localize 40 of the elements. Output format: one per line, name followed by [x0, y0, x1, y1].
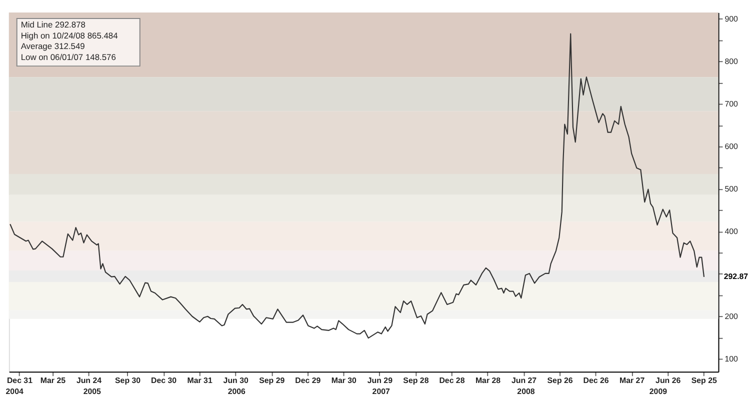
x-tick-label: Mar 28	[475, 376, 502, 386]
x-tick-label: Dec 30	[151, 376, 178, 386]
x-tick-label: Sep 26	[547, 376, 574, 386]
y-tick-label: 900	[724, 14, 739, 24]
x2-tick-label: 2008	[517, 386, 536, 396]
x-tick-label: Dec 29	[295, 376, 322, 386]
y-tick-label: 800	[724, 56, 739, 66]
x-tick-label: Sep 28	[403, 376, 430, 386]
y-tick-label: 100	[724, 354, 739, 364]
x-tick-label: Mar 25	[40, 376, 66, 386]
x-tick-label: Jun 26	[656, 376, 682, 386]
x2-tick-label: 2007	[372, 386, 391, 396]
annotation: 292.87	[724, 272, 749, 281]
x2-tick-label: 2005	[83, 386, 102, 396]
annotation: Low on 06/01/07 148.576	[20, 52, 116, 62]
x-tick-label: Dec 28	[439, 376, 466, 386]
x-tick-label: Sep 30	[115, 376, 142, 386]
x-tick-label: Mar 27	[620, 376, 646, 386]
annotation: Mid Line 292.878	[20, 19, 86, 30]
x-tick-label: Sep 29	[259, 376, 286, 386]
x-tick-label: Jun 24	[76, 376, 102, 386]
x-tick-label: Mar 31	[187, 376, 213, 386]
line-series	[10, 33, 705, 339]
x-tick-label: Dec 31	[6, 376, 34, 386]
x-tick-label: Dec 26	[583, 376, 610, 386]
x-tick-label: Mar 30	[331, 376, 358, 386]
x-tick-label: Sep 25	[691, 376, 718, 386]
x2-tick-label: 2009	[649, 386, 668, 396]
annotation: High on 10/24/08 865.484	[20, 30, 118, 40]
x-tick-label: Jun 27	[511, 376, 538, 386]
y-tick-label: 400	[724, 226, 739, 236]
y-tick-label: 200	[724, 312, 739, 321]
x2-tick-label: 2004	[6, 386, 24, 396]
x2-tick-label: 2006	[228, 386, 246, 396]
annotation: Average 312.549	[20, 41, 86, 52]
y-tick-label: 600	[724, 142, 739, 151]
x-tick-label: Jun 30	[223, 376, 249, 386]
y-tick-label: 700	[724, 99, 739, 108]
x-tick-label: Jun 29	[367, 376, 394, 386]
y-tick-label: 500	[724, 184, 739, 194]
